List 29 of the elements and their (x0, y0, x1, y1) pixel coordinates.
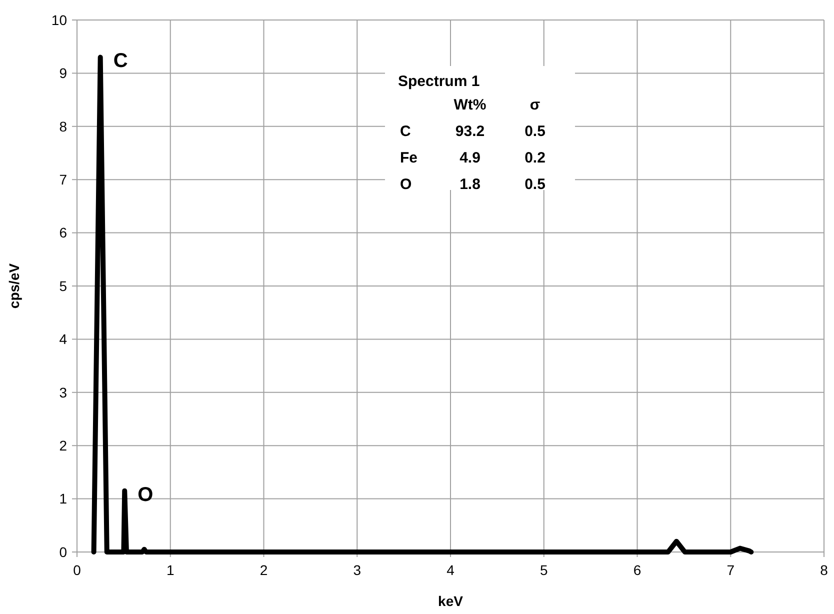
y-tick-label: 3 (59, 384, 68, 400)
y-axis-title: cps/eV (6, 262, 22, 309)
text: Fe 4.9 0.2 (400, 150, 546, 166)
y-tick-label: 7 (59, 172, 68, 188)
y-tick-label: 10 (51, 12, 68, 28)
y-tick-label: 5 (59, 278, 68, 294)
y-tick-label: 1 (59, 490, 68, 507)
x-tick-label: 8 (820, 562, 828, 578)
annotation: Spectrum 1 (398, 73, 480, 90)
text: C 93.2 0.5 (400, 123, 546, 140)
x-axis-title: keV (438, 593, 464, 609)
annotation: C (113, 50, 128, 72)
y-tick-label: 2 (59, 438, 68, 454)
y-tick-label: 9 (59, 65, 68, 82)
x-tick-label: 5 (540, 562, 548, 578)
annotation: O (138, 484, 154, 506)
x-tick-label: 1 (166, 562, 174, 578)
y-tick-label: 0 (59, 544, 68, 560)
x-tick-label: 7 (726, 562, 735, 578)
x-tick-label: 0 (73, 562, 82, 578)
y-tick-label: 4 (59, 331, 68, 348)
x-tick-label: 6 (633, 562, 642, 578)
y-tick-label: 8 (59, 118, 68, 134)
text: O 1.8 0.5 (400, 176, 546, 193)
text: Wt% σ (454, 96, 540, 114)
x-tick-label: 4 (446, 562, 455, 578)
x-tick-label: 2 (260, 562, 268, 578)
y-tick-label: 6 (59, 224, 68, 241)
x-tick-label: 3 (353, 562, 362, 578)
